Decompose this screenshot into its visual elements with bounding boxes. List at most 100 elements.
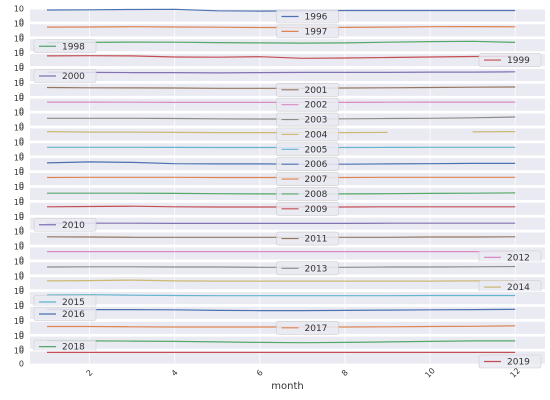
legend-box (33, 69, 97, 83)
legend: 2005 (276, 142, 339, 157)
plot-background (30, 38, 545, 52)
legend: 2003 (276, 112, 339, 127)
y-tick-label: 10 (14, 124, 24, 133)
x-tick-label: 8 (340, 368, 350, 378)
legend-label: 2016 (62, 310, 85, 320)
y-tick-label: 10 (14, 19, 24, 28)
legend-label: 2018 (62, 343, 85, 353)
plot-background (30, 276, 545, 290)
y-tick-label: 10 (14, 317, 24, 326)
y-tick-label: 10 (14, 257, 24, 266)
series-line (46, 308, 516, 312)
y-tick-label: 10 (14, 198, 24, 207)
y-tick-label: 10 (14, 302, 24, 311)
legend-box (33, 217, 97, 232)
y-tick-label: 0 (19, 122, 24, 131)
legend: 2019 (478, 354, 542, 369)
y-tick-label: 10 (14, 153, 24, 162)
y-tick-label: 10 (14, 168, 24, 177)
y-tick-label: 10 (14, 228, 24, 237)
y-tick-label: 0 (19, 17, 24, 26)
series-line (46, 40, 516, 44)
legend-label: 2014 (507, 283, 530, 293)
legend-box (276, 187, 339, 201)
x-tick-label: 2 (85, 368, 95, 378)
legend-box (276, 231, 339, 246)
y-tick-label: 10 (14, 34, 24, 43)
legend-label: 2006 (305, 160, 328, 170)
y-tick-label: 10 (14, 183, 24, 192)
legend: 2010 (33, 217, 97, 232)
y-tick-label: 0 (19, 151, 24, 160)
legend-label: 2008 (305, 190, 328, 200)
y-tick-label: 0 (19, 241, 24, 250)
legend-box (276, 321, 339, 335)
y-tick-label: 0 (19, 360, 24, 369)
y-tick-label: 0 (19, 47, 24, 56)
legend-label: 2010 (62, 221, 85, 231)
y-tick-label: 0 (19, 345, 24, 354)
y-tick-label: 10 (14, 332, 24, 341)
legend-label: 2019 (507, 358, 530, 368)
series-line (46, 279, 516, 282)
y-tick-label: 0 (19, 32, 24, 41)
y-tick-label: 10 (14, 213, 24, 222)
legend: 2001 (276, 83, 339, 97)
legend-label: 2007 (305, 175, 328, 185)
legend: 2016 (33, 307, 97, 321)
y-tick-label: 0 (19, 270, 24, 279)
y-tick-label: 0 (19, 92, 24, 101)
y-tick-label: 0 (19, 136, 24, 145)
legend-label: 1999 (507, 56, 530, 66)
legend-label: 1996 (305, 13, 328, 23)
y-tick-label: 0 (19, 62, 24, 71)
y-tick-label: 0 (19, 226, 24, 235)
y-tick-label: 0 (19, 255, 24, 264)
legend: 2013 (276, 261, 339, 276)
legend-label: 2012 (507, 253, 530, 263)
legend-box (276, 112, 339, 127)
y-tick-label: 0 (19, 300, 24, 309)
legend-label: 2013 (305, 264, 328, 274)
plot-background (30, 291, 545, 305)
y-tick-label: 0 (19, 196, 24, 205)
legend-box (478, 354, 542, 369)
legend-box (33, 307, 97, 321)
y-tick-label: 10 (14, 138, 24, 147)
legend-box (276, 127, 339, 142)
legend-label: 2001 (305, 86, 328, 96)
y-tick-label: 0 (19, 315, 24, 324)
y-tick-label: 10 (14, 64, 24, 73)
plot-background (30, 351, 545, 364)
legend-label: 2015 (62, 298, 85, 308)
legend: 2008 (276, 187, 339, 201)
legend: 2002 (276, 97, 339, 112)
legend-label: 2002 (305, 101, 328, 111)
series-line (46, 71, 516, 74)
legend: 2006 (276, 157, 339, 171)
legend: 2017 (276, 321, 339, 335)
legend: 2018 (33, 339, 97, 354)
legend-box (276, 83, 339, 97)
x-tick-label: 4 (170, 368, 180, 378)
plot-background (30, 247, 545, 260)
plot-background (30, 68, 545, 82)
legend-box (276, 202, 339, 216)
y-tick-label: 0 (19, 330, 24, 339)
legend-label: 2005 (305, 145, 328, 155)
y-tick-label: 0 (19, 107, 24, 116)
legend-label: 2011 (305, 235, 328, 245)
legend: 1996 (276, 9, 339, 24)
legend: 1997 (276, 24, 339, 39)
legend-box (276, 142, 339, 157)
legend-box (276, 24, 339, 39)
y-tick-label: 10 (14, 79, 24, 88)
series-line (46, 340, 516, 344)
x-axis-label: month (271, 381, 303, 392)
legend: 2000 (33, 69, 97, 83)
legend-box (276, 261, 339, 276)
legend-label: 2017 (305, 324, 328, 334)
y-tick-label: 0 (19, 211, 24, 220)
legend-box (276, 172, 339, 186)
